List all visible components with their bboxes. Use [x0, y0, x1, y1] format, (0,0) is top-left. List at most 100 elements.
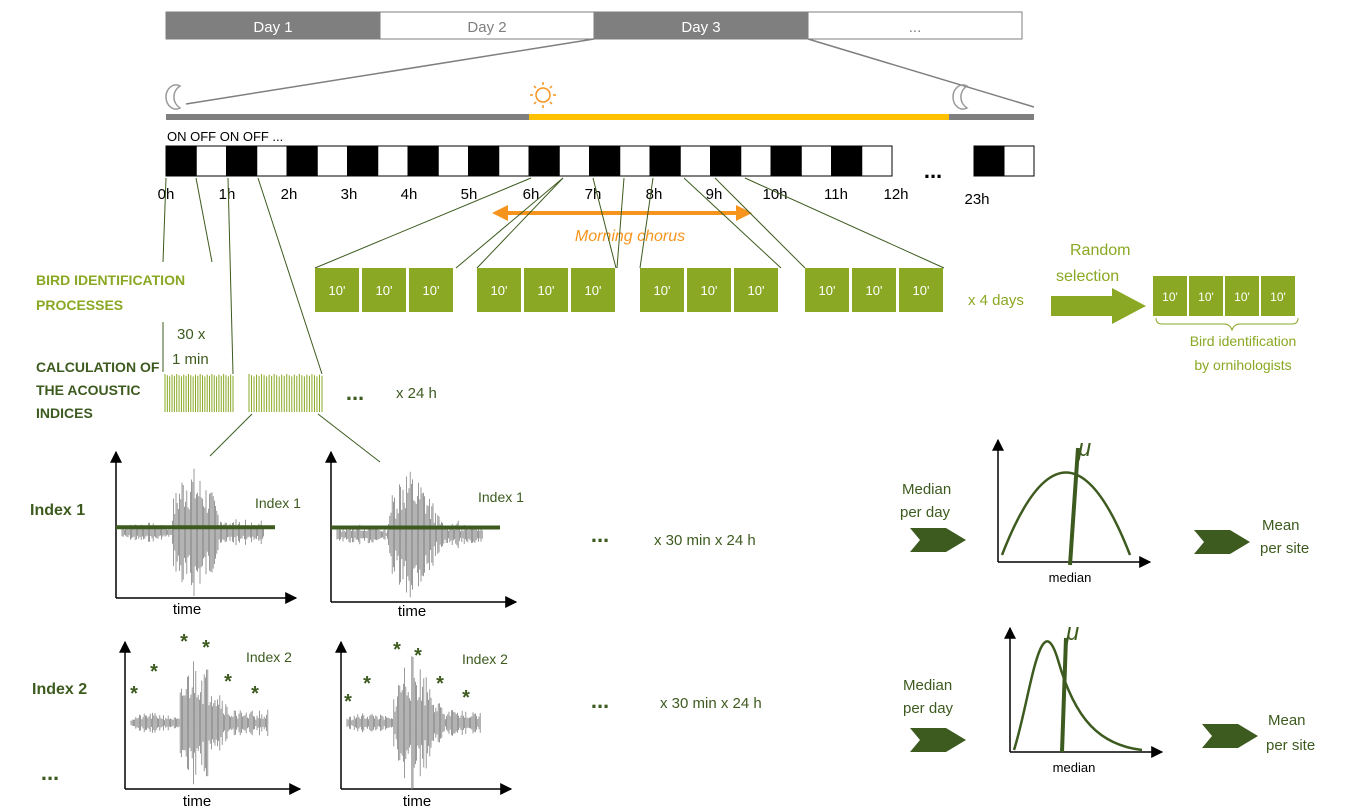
hour-label: 0h: [158, 186, 175, 203]
index-2-mu: μ: [1065, 619, 1079, 646]
bird-id-label: Bird identification: [1190, 333, 1297, 349]
day-more-cell: [807, 11, 1023, 40]
hour-label: 11h: [824, 186, 848, 203]
asterisk-marker: *: [344, 691, 352, 713]
index-2-plot: * * * * * *: [119, 631, 302, 795]
median-line: [1068, 447, 1080, 566]
on-off-timeline: [165, 145, 893, 177]
timeline-slot-on: [286, 145, 318, 177]
timeline-slot-on: [407, 145, 439, 177]
hour-label: 1h: [219, 186, 236, 203]
hour-labels: 0h 1h 2h 3h 4h 5h 6h 7h 8h 9h 10h 11h 12h: [158, 186, 909, 203]
index-2-row-label: Index 2: [32, 681, 87, 698]
hour-label: 8h: [646, 186, 663, 203]
ten-minute-label: 10': [585, 283, 602, 298]
random-selection-label: Random: [1070, 242, 1130, 259]
time-axis-label: time: [173, 601, 201, 618]
selected-block-label: 10': [1162, 290, 1178, 304]
selected-samples: 10' 10' 10' 10': [1153, 276, 1295, 316]
index-1-median-arrow: [910, 528, 966, 552]
night-bar: [166, 114, 529, 120]
selected-block: [1261, 276, 1295, 316]
random-selection-arrow: [1051, 288, 1146, 324]
hour-label: 2h: [281, 186, 298, 203]
index-1-median-label: Median: [902, 481, 951, 498]
index-2-mean-label: per site: [1266, 737, 1315, 754]
samples-ellipsis: ...: [346, 380, 364, 405]
timeline-slot-off: [377, 145, 409, 177]
ten-minute-label: 10': [423, 283, 440, 298]
ten-minute-block: [640, 268, 684, 312]
day-3-cell: [593, 11, 809, 40]
index-2-median-label: per day: [903, 700, 954, 717]
timeline-slot-on: [226, 145, 258, 177]
timeline-slot-off: [498, 145, 530, 177]
asterisk-marker: *: [150, 661, 158, 683]
timeline-slot-on: [589, 145, 621, 177]
index-2-plot-label: Index 2: [246, 649, 292, 665]
timeline-slot-off: [619, 145, 651, 177]
index-1-distribution: [992, 438, 1152, 568]
timeline-slot-off: [800, 145, 832, 177]
timeline-slot-off: [195, 145, 227, 177]
hour-label: 12h: [883, 186, 908, 203]
selected-block-label: 10': [1270, 290, 1286, 304]
acoustic-process-label: INDICES: [36, 405, 93, 421]
timeline-slot-off: [740, 145, 772, 177]
timeline-slot-on: [347, 145, 379, 177]
index-1-median-axis-label: median: [1049, 570, 1092, 585]
asterisk-marker: *: [414, 645, 422, 667]
bird-process-label: PROCESSES: [36, 297, 123, 313]
timeline-slot-on: [770, 145, 802, 177]
index-1-row-label: Index 1: [30, 502, 85, 519]
time-axis-label: time: [403, 793, 431, 810]
ten-minute-label: 10': [329, 283, 346, 298]
index-2-median-label: Median: [903, 677, 952, 694]
time-axis-label: time: [183, 793, 211, 810]
ten-minute-label: 10': [819, 283, 836, 298]
hour-label: 9h: [706, 186, 723, 203]
waveform: [336, 471, 483, 598]
daylight-bar: [529, 114, 949, 120]
index-2-mean-label: Mean: [1268, 712, 1306, 729]
timeline-slot-off: [437, 145, 469, 177]
bird-id-label: by ornihologists: [1194, 357, 1291, 373]
asterisk-marker: *: [202, 637, 210, 659]
random-selection-label: selection: [1056, 268, 1119, 285]
night-bar: [949, 114, 1034, 120]
hour-label: 7h: [585, 186, 602, 203]
bird-id-brace: [1155, 317, 1299, 332]
index-2-median-arrow: [910, 728, 966, 752]
timeline-ellipsis: ...: [924, 158, 942, 183]
timeline-slot-off: [861, 145, 893, 177]
day-2-label: Day 2: [467, 19, 506, 36]
timeline-slot-on: [468, 145, 500, 177]
asterisk-marker: *: [393, 639, 401, 661]
median-line: [1060, 637, 1068, 753]
timeline-slot-on: [831, 145, 863, 177]
asterisk-marker: *: [130, 683, 138, 705]
asterisk-marker: *: [436, 673, 444, 695]
waveform: [121, 468, 264, 596]
timeline-slot-on: [710, 145, 742, 177]
time-axis-label: time: [398, 603, 426, 620]
day-1-cell: [165, 11, 381, 40]
index-1-mean-label: Mean: [1262, 517, 1300, 534]
asterisk-marker: *: [462, 687, 470, 709]
ten-minute-label: 10': [376, 283, 393, 298]
waveform: [130, 661, 269, 785]
distribution-curve: [1012, 640, 1143, 752]
ten-minute-block: [362, 268, 406, 312]
ten-minute-groups: 10' 10' 10' 10' 10' 10' 10' 10' 10' 10' 10' 10': [315, 268, 943, 312]
hour-label-last: 23h: [964, 191, 989, 208]
selected-block: [1225, 276, 1259, 316]
ten-minute-label: 10': [701, 283, 718, 298]
index-1-mu: μ: [1077, 435, 1091, 462]
morning-chorus-label: Morning chorus: [575, 228, 685, 245]
x24h-label: x 24 h: [396, 385, 437, 402]
sun-icon: [530, 82, 556, 108]
index-2-plot-label: Index 2: [462, 651, 508, 667]
timeline-slot-off: [256, 145, 288, 177]
